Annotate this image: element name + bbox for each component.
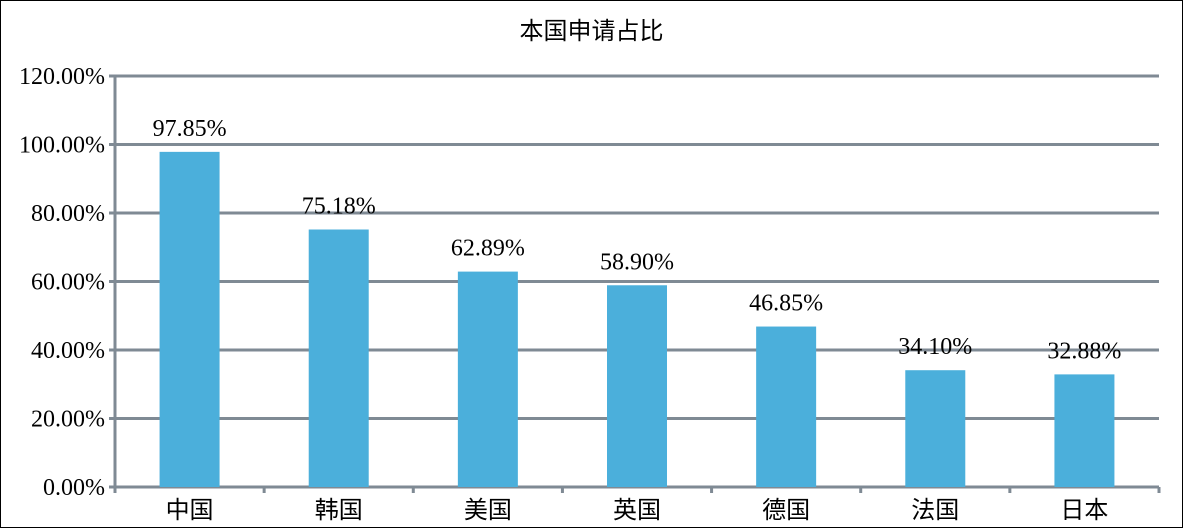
data-label: 32.88% bbox=[1047, 338, 1121, 364]
y-tick-label: 60.00% bbox=[31, 270, 105, 296]
data-label: 75.18% bbox=[302, 194, 376, 220]
bar bbox=[905, 370, 966, 487]
x-tick-label: 日本 bbox=[1060, 496, 1108, 524]
x-tick-label: 中国 bbox=[166, 496, 214, 524]
y-tick-label: 40.00% bbox=[31, 338, 105, 364]
x-tick-label: 美国 bbox=[464, 496, 512, 524]
data-label: 97.85% bbox=[153, 116, 227, 142]
x-tick-label: 法国 bbox=[911, 496, 959, 524]
y-tick-label: 80.00% bbox=[31, 201, 105, 227]
data-label: 34.10% bbox=[898, 334, 972, 360]
bar bbox=[1054, 374, 1115, 487]
data-label: 62.89% bbox=[451, 236, 525, 262]
x-tick-label: 德国 bbox=[762, 496, 810, 524]
data-label: 46.85% bbox=[749, 291, 823, 317]
bar bbox=[308, 229, 369, 488]
y-tick-label: 0.00% bbox=[43, 475, 105, 501]
chart-title: 本国申请占比 bbox=[519, 17, 664, 45]
y-tick-label: 100.00% bbox=[19, 133, 105, 159]
bar bbox=[159, 151, 220, 487]
y-tick-label: 120.00% bbox=[19, 64, 105, 90]
x-tick-label: 英国 bbox=[613, 496, 661, 524]
bar bbox=[457, 271, 518, 487]
bar bbox=[756, 326, 817, 487]
y-tick-label: 20.00% bbox=[31, 407, 105, 433]
x-tick-label: 韩国 bbox=[315, 496, 363, 524]
bar bbox=[607, 285, 667, 487]
data-label: 58.90% bbox=[600, 249, 674, 275]
